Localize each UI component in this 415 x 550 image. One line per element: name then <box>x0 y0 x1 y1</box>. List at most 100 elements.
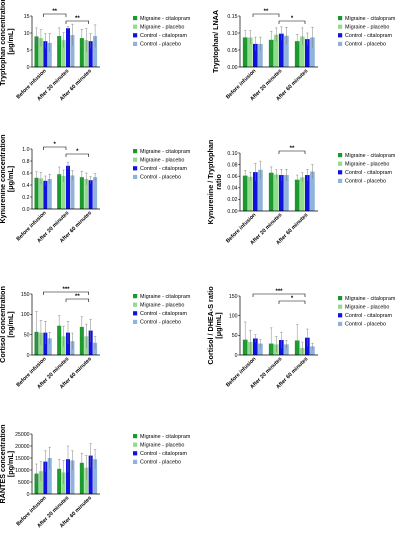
y-tick-label: 150 <box>229 294 238 300</box>
y-tick-label: 0.4 <box>22 183 29 189</box>
bar <box>258 169 263 211</box>
y-tick-label: 0 <box>27 492 30 498</box>
legend-label: Migraine - citalopram <box>345 16 396 22</box>
y-tick-label: 15 <box>24 14 30 20</box>
bar <box>273 34 279 67</box>
legend-label: Control - citalopram <box>140 451 188 457</box>
y-tick-label: 0.6 <box>22 171 29 177</box>
legend-swatch <box>338 16 343 21</box>
legend-swatch <box>133 166 138 171</box>
legend-label: Control - citalopram <box>345 33 393 39</box>
y-axis-label: Kynurenine concentration <box>0 134 7 223</box>
legend-swatch <box>133 311 138 316</box>
legend-label: Control - placebo <box>345 322 386 328</box>
legend-swatch <box>133 459 138 464</box>
legend-swatch <box>338 178 343 183</box>
legend-label: Control - citalopram <box>140 166 188 172</box>
y-axis-label: [μg/mL] <box>214 312 223 338</box>
bar <box>305 39 310 67</box>
legend-swatch <box>338 296 343 301</box>
y-tick-label: 50 <box>232 333 238 339</box>
bar <box>88 455 93 494</box>
y-tick-label: 0.08 <box>227 162 237 168</box>
bar <box>84 179 89 209</box>
y-axis-label: Kynurenine / Tryptophan <box>206 140 215 225</box>
y-tick-label: 0.05 <box>227 48 237 54</box>
y-tick-label: 150 <box>21 292 30 298</box>
legend-label: Control - placebo <box>140 175 181 181</box>
y-tick-label: 1.0 <box>22 147 29 153</box>
y-tick-label: 0.10 <box>227 31 237 37</box>
legend-label: Migraine - citalopram <box>345 296 396 302</box>
y-tick-label: 0.15 <box>227 14 237 20</box>
legend-swatch <box>133 442 138 447</box>
bar <box>299 36 305 67</box>
bar <box>253 338 258 355</box>
y-tick-label: 0 <box>27 65 30 71</box>
legend-label: Control - placebo <box>345 179 386 185</box>
bar <box>61 40 66 67</box>
bar <box>61 176 66 209</box>
legend: Migraine - citalopram Migraine - placebo C… <box>133 16 191 48</box>
legend-swatch <box>133 302 138 307</box>
y-tick-label: 0.0 <box>22 207 29 213</box>
legend-label: Migraine - citalopram <box>345 153 396 159</box>
bar <box>310 346 315 355</box>
legend-swatch <box>133 157 138 162</box>
legend-label: Control - citalopram <box>140 311 188 317</box>
y-tick-label: 0 <box>27 353 30 359</box>
y-axis-label: Cortisol / DHEA-S ratio <box>206 286 215 365</box>
bar <box>268 39 274 67</box>
y-axis-label: [μg/mL] <box>6 166 15 192</box>
bar <box>258 343 263 355</box>
significance-bracket <box>278 20 306 24</box>
significance-bracket <box>43 13 67 17</box>
legend: Migraine - citalopram Migraine - placebo C… <box>133 434 191 466</box>
bar <box>43 41 48 67</box>
legend-swatch <box>338 33 343 38</box>
legend-swatch <box>338 304 343 309</box>
y-axis-label: Tryptophan concentration <box>0 0 7 86</box>
legend-label: Migraine - placebo <box>140 302 184 308</box>
bar <box>242 37 248 67</box>
bar <box>93 36 98 67</box>
significance-bracket <box>43 146 67 150</box>
y-axis-label: Tryptophan/ LNAA <box>211 10 220 73</box>
bar <box>47 458 52 494</box>
bar <box>299 177 305 211</box>
legend-swatch <box>338 170 343 175</box>
y-tick-label: 0.00 <box>227 65 237 71</box>
legend-swatch <box>133 294 138 299</box>
bar <box>38 471 43 494</box>
y-tick-label: 0 <box>235 353 238 359</box>
legend: Migraine - citalopram Migraine - placebo C… <box>338 153 396 185</box>
y-tick-label: 5 <box>27 48 30 54</box>
legend-label: Migraine - citalopram <box>140 16 191 22</box>
legend: Migraine - citalopram Migraine - placebo C… <box>133 294 191 326</box>
significance-bracket <box>252 293 306 297</box>
y-tick-label: 5000 <box>18 480 30 486</box>
bar <box>88 180 93 209</box>
bar <box>79 462 84 494</box>
bar <box>57 468 62 494</box>
legend-label: Control - placebo <box>140 320 181 326</box>
bar <box>84 40 89 67</box>
legend-swatch <box>338 161 343 166</box>
bar <box>70 35 75 67</box>
legend-label: Control - placebo <box>140 42 181 48</box>
y-tick-label: 0.02 <box>227 197 237 203</box>
bar <box>57 174 62 209</box>
significance-label: * <box>76 149 79 155</box>
bar <box>279 33 284 67</box>
bar <box>34 473 39 494</box>
significance-bracket <box>278 300 306 304</box>
bar <box>310 37 315 67</box>
bar <box>47 338 52 355</box>
bar <box>284 35 289 67</box>
legend-swatch <box>133 41 138 46</box>
bar <box>57 36 62 67</box>
significance-label: * <box>53 142 56 148</box>
